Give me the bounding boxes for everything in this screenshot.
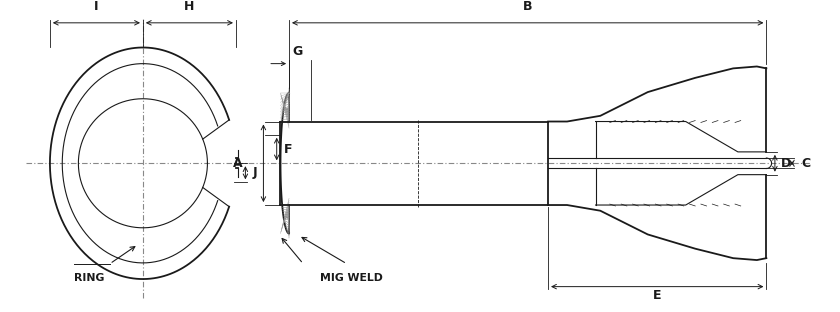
Text: H: H — [184, 0, 195, 13]
Text: F: F — [284, 143, 293, 156]
Text: RING: RING — [74, 273, 104, 283]
Text: A: A — [233, 157, 243, 170]
Text: C: C — [801, 157, 811, 170]
Text: B: B — [523, 0, 533, 13]
Text: J: J — [253, 166, 258, 179]
Text: I: I — [94, 0, 98, 13]
Text: MIG WELD: MIG WELD — [320, 273, 383, 283]
Text: D: D — [780, 157, 790, 170]
Text: G: G — [293, 45, 303, 58]
Text: E: E — [653, 289, 661, 302]
